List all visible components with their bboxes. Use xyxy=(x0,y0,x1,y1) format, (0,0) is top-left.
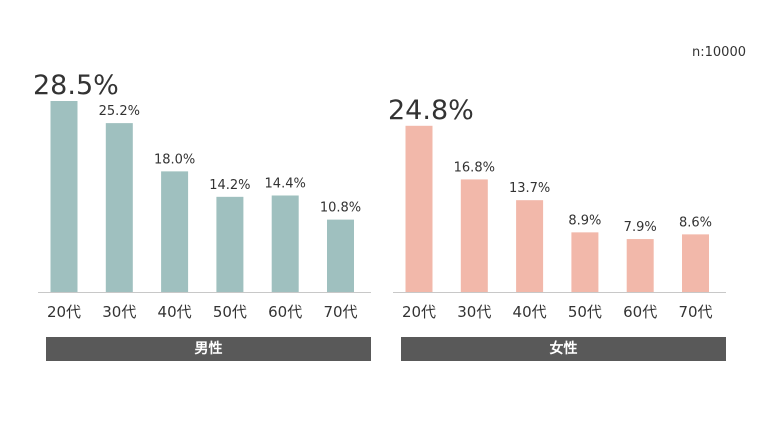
category-label-male-4: 60代 xyxy=(268,303,302,321)
bar-male-3 xyxy=(216,196,244,292)
value-label-male-2: 18.0% xyxy=(154,152,195,167)
value-label-female-3: 8.9% xyxy=(568,213,601,228)
category-label-male-0: 20代 xyxy=(47,303,81,321)
value-label-male-5: 10.8% xyxy=(320,201,361,216)
value-label-male-0: 28.5% xyxy=(33,70,119,101)
value-label-female-0: 24.8% xyxy=(388,95,474,126)
category-label-female-2: 40代 xyxy=(513,303,547,321)
value-label-male-1: 25.2% xyxy=(99,104,140,119)
bar-female-1 xyxy=(460,179,488,292)
category-label-male-1: 30代 xyxy=(102,303,136,321)
category-label-female-5: 70代 xyxy=(678,303,712,321)
category-label-female-3: 50代 xyxy=(568,303,602,321)
bar-male-1 xyxy=(105,123,133,293)
panel-label-female: 女性 xyxy=(401,337,726,361)
category-label-female-4: 60代 xyxy=(623,303,657,321)
category-label-male-5: 70代 xyxy=(323,303,357,321)
value-label-female-5: 8.6% xyxy=(679,215,712,230)
value-label-male-4: 14.4% xyxy=(265,176,306,191)
category-label-female-1: 30代 xyxy=(457,303,491,321)
sample-size-label: n:10000 xyxy=(692,45,746,60)
value-label-female-4: 7.9% xyxy=(624,220,657,235)
value-label-male-3: 14.2% xyxy=(209,178,250,193)
bar-female-4 xyxy=(626,239,654,292)
category-label-male-2: 40代 xyxy=(158,303,192,321)
panel-label-male: 男性 xyxy=(46,337,371,361)
bar-male-0 xyxy=(50,101,78,292)
category-label-male-3: 50代 xyxy=(213,303,247,321)
value-label-female-2: 13.7% xyxy=(509,181,550,196)
category-label-female-0: 20代 xyxy=(402,303,436,321)
bar-male-2 xyxy=(161,171,189,292)
bar-female-2 xyxy=(516,200,544,292)
bar-male-5 xyxy=(327,219,354,292)
bar-female-0 xyxy=(405,125,433,292)
bar-male-4 xyxy=(271,195,299,292)
bar-female-3 xyxy=(571,232,599,292)
value-label-female-1: 16.8% xyxy=(454,160,495,175)
bar-female-5 xyxy=(682,234,709,292)
